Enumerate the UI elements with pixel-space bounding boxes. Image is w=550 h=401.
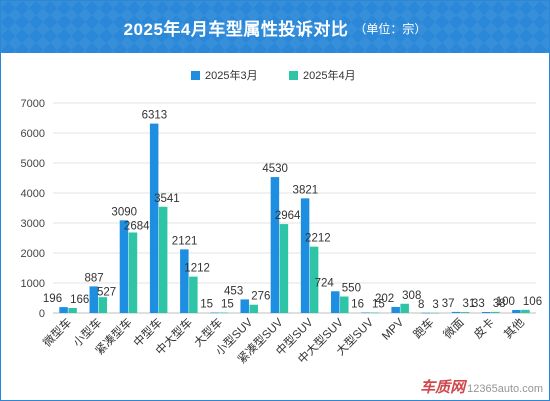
- x-axis: 微型车小型车紧凑型车中型车中大型车大型车小型SUV紧凑型SUV中型SUV中大型S…: [40, 315, 527, 366]
- bar: [128, 232, 138, 313]
- bar: [270, 177, 280, 313]
- data-label: 276: [251, 291, 270, 303]
- bar: [481, 312, 491, 313]
- unit-label: （单位：宗）: [354, 22, 427, 36]
- data-label: 308: [402, 290, 421, 302]
- bar: [158, 206, 168, 313]
- data-label: 2964: [275, 210, 301, 222]
- bar: [521, 309, 530, 313]
- chart-area: 0 1000 2000 3000 4000 5000 6000 7000 196 166 887 5…: [1, 53, 549, 400]
- data-label: 31: [463, 298, 476, 310]
- y-tick-label: 4000: [21, 188, 45, 200]
- data-label: 724: [315, 277, 335, 289]
- data-label: 38: [493, 298, 506, 310]
- data-label: 550: [342, 283, 361, 295]
- bar: [391, 306, 400, 313]
- bar: [68, 308, 77, 313]
- data-label: 6313: [142, 110, 168, 122]
- data-label: 2121: [172, 235, 198, 247]
- x-category-label: 微面: [440, 315, 466, 341]
- data-label: 33: [472, 298, 485, 310]
- x-category-label: 跑车: [410, 315, 436, 341]
- data-label: 1212: [184, 263, 210, 275]
- bar: [189, 276, 198, 313]
- data-label: 2212: [305, 233, 331, 245]
- bar: [490, 311, 500, 313]
- bar: [361, 312, 370, 314]
- data-label: 15: [200, 299, 213, 311]
- data-label: 37: [442, 298, 455, 310]
- legend: 2025年3月 2025年4月: [191, 68, 356, 82]
- y-tick-label: 5000: [21, 158, 45, 170]
- bar: [59, 307, 68, 313]
- x-category-label: 皮卡: [471, 316, 496, 341]
- data-label: 196: [43, 293, 62, 305]
- data-label: 15: [372, 299, 385, 311]
- y-tick-label: 2000: [21, 248, 45, 260]
- y-tick-label: 0: [39, 308, 45, 320]
- data-label: 8: [418, 299, 424, 311]
- data-label: 4530: [262, 163, 288, 175]
- x-category-label: 其他: [502, 316, 528, 342]
- bar: [279, 224, 289, 313]
- chart-header: 2025年4月车型属性投诉对比 （单位：宗）: [1, 1, 549, 53]
- bar: [219, 312, 228, 314]
- data-label: 15: [221, 299, 234, 311]
- watermark-site: 12365auto.com: [467, 383, 543, 395]
- watermark: 车质网 12365auto.com: [420, 376, 543, 397]
- bar: [149, 123, 159, 313]
- bar: [309, 246, 319, 313]
- data-label: 3: [432, 299, 438, 311]
- bar: [249, 304, 258, 313]
- legend-swatch: [191, 71, 200, 80]
- bar-chart: 0 1000 2000 3000 4000 5000 6000 7000 196 166 887 5…: [21, 68, 543, 366]
- bar: [370, 312, 379, 314]
- bar: [460, 312, 470, 313]
- data-label: 100: [496, 296, 515, 308]
- bar: [451, 311, 461, 313]
- bar: [240, 299, 249, 313]
- bar: [210, 312, 219, 314]
- data-label: 16: [351, 299, 364, 311]
- data-label: 527: [97, 286, 116, 298]
- data-label: 2684: [124, 220, 150, 232]
- chart-title: 2025年4月车型属性投诉对比: [123, 19, 349, 39]
- bar: [512, 310, 521, 313]
- legend-swatch: [289, 71, 298, 80]
- x-category-label: MPV: [380, 316, 406, 342]
- bar: [98, 297, 108, 313]
- bar: [89, 286, 99, 313]
- x-category-label: 微型车: [40, 315, 74, 349]
- bar: [430, 312, 440, 314]
- data-label: 3821: [293, 184, 319, 196]
- y-tick-label: 1000: [21, 278, 45, 290]
- bar: [300, 198, 310, 313]
- bar: [180, 249, 189, 313]
- y-tick-label: 3000: [21, 218, 45, 230]
- legend-label: 2025年4月: [303, 68, 356, 82]
- data-label: 3090: [111, 206, 137, 218]
- data-label: 887: [84, 272, 103, 284]
- data-label: 106: [523, 296, 542, 308]
- data-labels: 196 166 887 527 3090 2684 6313 3541 2121 1212 15 15…: [43, 110, 542, 311]
- y-axis: 0 1000 2000 3000 4000 5000 6000 7000: [21, 98, 45, 320]
- data-label: 166: [70, 294, 89, 306]
- watermark-brand: 车质网: [420, 379, 466, 396]
- bar: [340, 296, 349, 313]
- data-label: 453: [224, 285, 243, 297]
- data-label: 202: [375, 293, 394, 305]
- bar: [331, 291, 340, 313]
- data-label: 3541: [154, 193, 180, 205]
- bar: [421, 312, 431, 314]
- bar: [119, 220, 129, 313]
- y-tick-label: 7000: [21, 98, 45, 110]
- y-tick-label: 6000: [21, 128, 45, 140]
- bars: [59, 123, 530, 314]
- bar: [400, 303, 409, 313]
- legend-label: 2025年3月: [205, 68, 258, 82]
